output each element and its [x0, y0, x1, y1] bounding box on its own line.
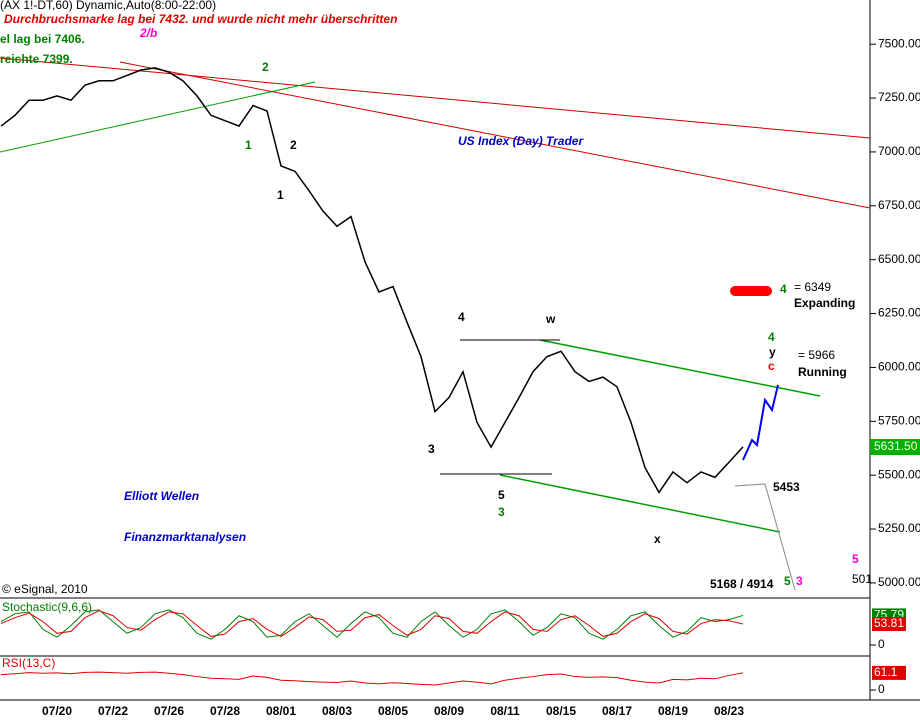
annotation: © eSignal, 2010 [2, 582, 88, 596]
annotation: c [768, 359, 775, 373]
annotation: 4 [780, 282, 787, 296]
x-tick-label: 08/03 [322, 704, 352, 718]
x-tick-label: 07/26 [154, 704, 184, 718]
annotation: reichte 7399. [0, 52, 73, 66]
annotation: = 5966 [798, 348, 835, 362]
trend-line [119, 61, 871, 209]
y-tick-label: 6500.00 [878, 252, 920, 266]
annotation: = 6349 [794, 280, 831, 294]
annotation: Elliott Wellen [124, 489, 199, 503]
annotation: Running [798, 365, 847, 379]
panel-title: RSI(13,C) [2, 656, 55, 670]
annotation: Expanding [794, 296, 855, 310]
channel-line [539, 339, 821, 397]
indicator-line [0, 671, 744, 686]
y-tick-label: 5250.00 [878, 521, 920, 535]
y-tick-label: 6250.00 [878, 306, 920, 320]
x-tick-label: 07/20 [42, 704, 72, 718]
panel-title: Stochastic(9,6,6) [2, 600, 92, 614]
trend-line [0, 81, 316, 153]
x-tick-label: 07/28 [210, 704, 240, 718]
annotation: el lag bei 7406. [0, 32, 85, 46]
x-tick-label: 08/05 [378, 704, 408, 718]
y-tick-label: 6000.00 [878, 360, 920, 374]
y-tick-label: 5000.00 [878, 575, 920, 589]
annotation: 3 [498, 505, 505, 519]
channel-line [499, 474, 781, 533]
x-tick-label: 07/22 [98, 704, 128, 718]
annotation: 5 [784, 574, 791, 588]
annotation: 5 [498, 488, 505, 502]
annotation: 4 [458, 310, 465, 324]
x-tick-label: 08/19 [658, 704, 688, 718]
x-tick-label: 08/15 [546, 704, 576, 718]
annotation: w [545, 312, 556, 326]
annotation: 5168 / 4914 [710, 577, 774, 591]
x-tick-label: 08/17 [602, 704, 632, 718]
projection-path [734, 483, 796, 591]
annotation: 4 [768, 330, 775, 344]
value-label: 53.81 [874, 616, 904, 630]
y-tick-label: 7500.00 [878, 36, 920, 50]
annotation: Finanzmarktanalysen [124, 530, 246, 544]
y-tick-label: 7250.00 [878, 90, 920, 104]
annotation: 501 [852, 572, 872, 586]
x-tick-label: 08/11 [490, 704, 520, 718]
annotation: x [654, 532, 661, 546]
annotation: 3 [796, 574, 803, 588]
price-label-box [870, 439, 920, 455]
y-tick-label: 6750.00 [878, 198, 920, 212]
annotation: 3 [428, 442, 435, 456]
value-label-box [872, 665, 906, 680]
annotation: 5631.50 [874, 439, 918, 453]
annotation: Durchbruchsmarke lag bei 7432. und wurde… [4, 12, 397, 26]
x-tick-label: 08/23 [714, 704, 744, 718]
chart-title: (AX 1!-DT,60) Dynamic,Auto(8:00-22:00) [0, 0, 216, 12]
y-tick-label: 5500.00 [878, 467, 920, 481]
trend-line [0, 57, 871, 139]
y-tick-label: 0 [878, 682, 885, 696]
x-tick-label: 08/01 [266, 704, 296, 718]
projection-path [742, 384, 779, 461]
y-tick-label: 5750.00 [878, 413, 920, 427]
annotation: 5453 [773, 480, 800, 494]
target-marker [730, 286, 772, 296]
value-label-box [872, 617, 906, 632]
annotation: 2 [290, 138, 297, 152]
indicator-line [0, 610, 744, 637]
annotation: 2/b [139, 26, 157, 40]
annotation: 5 [852, 552, 859, 566]
annotation: 1 [245, 138, 252, 152]
annotation: 2 [262, 60, 269, 74]
annotation: US Index (Day) Trader [458, 134, 584, 148]
indicator-line [0, 609, 744, 640]
annotation: 1 [277, 188, 284, 202]
x-tick-label: 08/09 [434, 704, 464, 718]
value-label: 61.1 [874, 665, 898, 679]
y-tick-label: 0 [878, 637, 885, 651]
price-line [0, 67, 744, 494]
annotation: y [769, 345, 776, 359]
y-tick-label: 7000.00 [878, 144, 920, 158]
